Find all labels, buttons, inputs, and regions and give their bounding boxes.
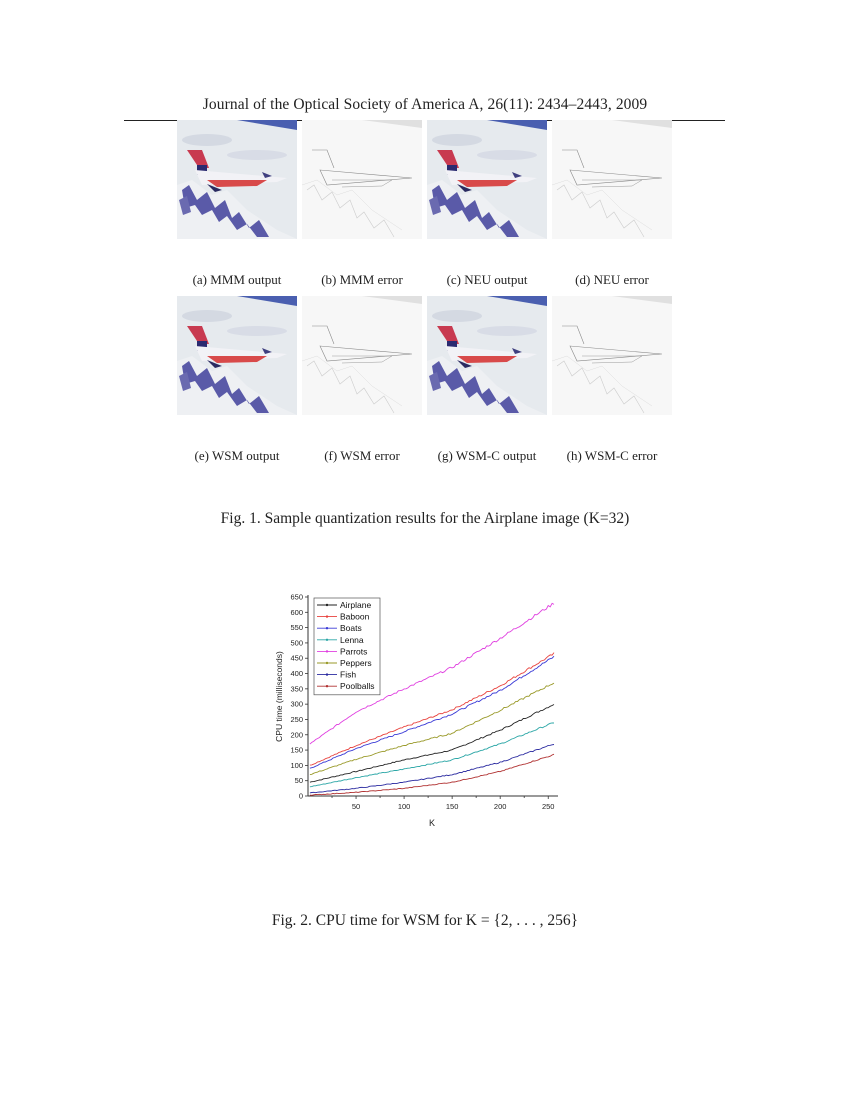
airplane-error-image bbox=[552, 120, 672, 239]
figure-panel-d bbox=[552, 120, 672, 239]
legend-label-parrots: Parrots bbox=[340, 646, 367, 656]
legend-box bbox=[313, 597, 381, 696]
legend-marker bbox=[325, 627, 329, 630]
legend-label-poolballs: Poolballs bbox=[340, 681, 375, 691]
panel-caption-e: (e) WSM output bbox=[194, 448, 280, 463]
x-tick-label: 100 bbox=[398, 802, 411, 811]
y-tick-label: 600 bbox=[290, 608, 303, 617]
figure-1-caption: Fig. 1. Sample quantization results for … bbox=[220, 510, 630, 527]
figure-panel-g bbox=[427, 296, 547, 415]
series-line-lenna bbox=[309, 722, 555, 788]
y-tick-label: 250 bbox=[290, 715, 303, 724]
airplane-error-image bbox=[552, 296, 672, 415]
airplane-error-image bbox=[302, 296, 422, 415]
y-tick-label: 450 bbox=[290, 654, 303, 663]
y-tick-label: 300 bbox=[290, 700, 303, 709]
panel-caption-f: (f) WSM error bbox=[324, 448, 400, 463]
header-rule-right bbox=[672, 120, 725, 121]
caption-math: K = {2, . . . , 256} bbox=[465, 912, 579, 929]
figure-panel-h bbox=[552, 296, 672, 415]
legend-marker bbox=[325, 638, 329, 641]
y-tick-label: 550 bbox=[290, 623, 303, 632]
legend-marker bbox=[325, 615, 329, 618]
series-line-airplane bbox=[309, 704, 555, 783]
legend-marker bbox=[325, 650, 329, 653]
y-tick-label: 500 bbox=[290, 638, 303, 647]
legend-marker bbox=[325, 685, 329, 688]
panel-caption-g: (g) WSM-C output bbox=[437, 448, 537, 463]
figure-panel-c bbox=[427, 120, 547, 239]
series-line-peppers bbox=[309, 682, 555, 776]
header-rule-gap-2 bbox=[546, 120, 554, 121]
legend-marker bbox=[325, 673, 329, 676]
series-line-parrots bbox=[309, 602, 555, 745]
y-tick-label: 100 bbox=[290, 761, 303, 770]
airplane-output-image bbox=[427, 296, 547, 415]
x-tick-label: 150 bbox=[446, 802, 459, 811]
x-tick-label: 50 bbox=[352, 802, 360, 811]
caption-text: Fig. 2. CPU time for WSM for bbox=[271, 912, 466, 929]
legend-label-lenna: Lenna bbox=[340, 635, 364, 645]
header-rule-left bbox=[124, 120, 178, 121]
airplane-output-image bbox=[427, 120, 547, 239]
legend-marker bbox=[325, 661, 329, 665]
journal-citation: Journal of the Optical Society of Americ… bbox=[202, 96, 648, 113]
legend-label-airplane: Airplane bbox=[340, 600, 371, 610]
panel-caption-h: (h) WSM-C error bbox=[566, 448, 658, 463]
header-rule-gap-1 bbox=[296, 120, 304, 121]
y-tick-label: 650 bbox=[290, 593, 303, 602]
panel-caption-b: (b) MMM error bbox=[321, 272, 403, 287]
legend-label-peppers: Peppers bbox=[340, 658, 372, 668]
legend-label-baboon: Baboon bbox=[340, 612, 370, 622]
y-tick-label: 400 bbox=[290, 669, 303, 678]
y-axis-label: CPU time (milliseconds) bbox=[274, 651, 284, 742]
x-axis-label: K bbox=[429, 818, 435, 828]
x-tick-label: 250 bbox=[542, 802, 555, 811]
figure-panel-b bbox=[302, 120, 422, 239]
figure-2-caption: Fig. 2. CPU time for WSM for K = {2, . .… bbox=[0, 912, 850, 930]
panel-caption-a: (a) MMM output bbox=[192, 272, 282, 287]
legend-marker bbox=[325, 603, 329, 607]
panel-caption-d: (d) NEU error bbox=[575, 272, 649, 287]
series-line-baboon bbox=[309, 652, 555, 766]
figure-panel-a bbox=[177, 120, 297, 239]
y-tick-label: 350 bbox=[290, 684, 303, 693]
figure-panel-f bbox=[302, 296, 422, 415]
series-line-fish bbox=[309, 744, 555, 794]
y-tick-label: 200 bbox=[290, 730, 303, 739]
panel-caption-c: (c) NEU output bbox=[446, 272, 528, 287]
airplane-output-image bbox=[177, 296, 297, 415]
y-tick-label: 150 bbox=[290, 746, 303, 755]
series-line-poolballs bbox=[309, 753, 555, 796]
series-line-boats bbox=[309, 655, 555, 769]
figure-panel-e bbox=[177, 296, 297, 415]
cpu-time-line-chart: 0 50 100 150 200 250 300 350 400 450 500 550 600 650 5… bbox=[274, 593, 558, 828]
legend-label-fish: Fish bbox=[340, 670, 356, 680]
airplane-error-image bbox=[302, 120, 422, 239]
x-tick-label: 200 bbox=[494, 802, 507, 811]
airplane-output-image bbox=[177, 120, 297, 239]
y-tick-label: 0 bbox=[299, 792, 303, 801]
y-tick-label: 50 bbox=[295, 776, 303, 785]
legend-label-boats: Boats bbox=[340, 623, 362, 633]
